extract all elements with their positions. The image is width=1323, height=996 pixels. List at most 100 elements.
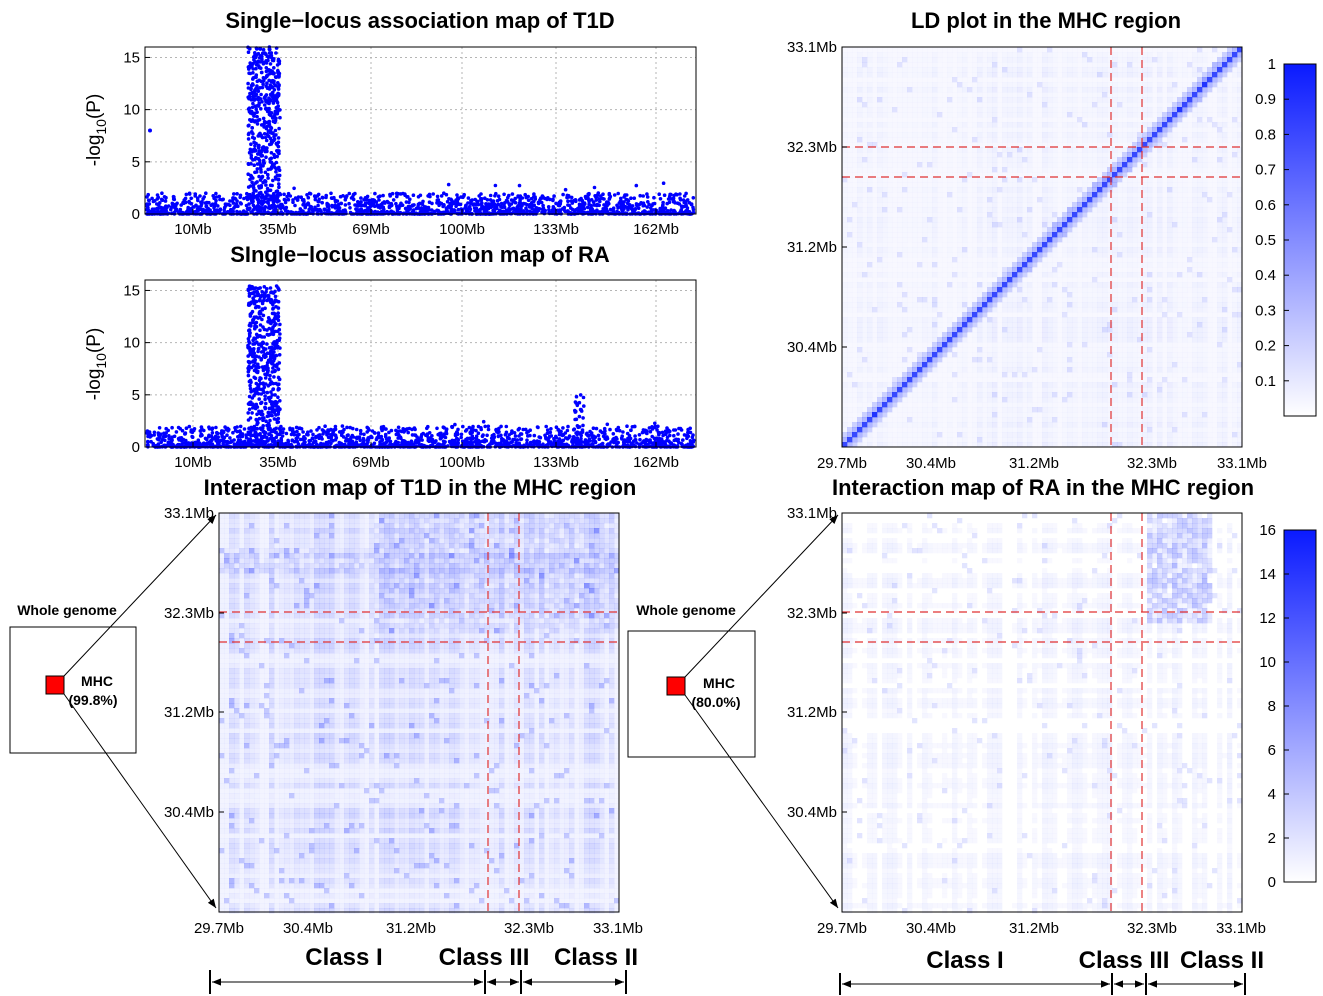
- heatmap-cell: [852, 72, 857, 77]
- heatmap-cell: [1047, 57, 1053, 63]
- heatmap-cell: [887, 72, 893, 78]
- snp-point: [686, 427, 690, 432]
- heatmap-cell: [1002, 52, 1008, 58]
- snp-point: [476, 424, 481, 429]
- snp-point: [343, 208, 347, 212]
- snp-point: [257, 65, 262, 70]
- snp-point: [261, 116, 266, 121]
- snp-point: [255, 167, 260, 171]
- snp-point: [267, 414, 271, 418]
- heatmap-cell: [1057, 72, 1062, 77]
- heatmap-cell: [1217, 62, 1223, 68]
- snp-point: [381, 424, 386, 429]
- snp-point: [615, 203, 619, 208]
- heatmap-cell: [1202, 67, 1208, 73]
- snp-point: [557, 432, 562, 437]
- snp-point: [246, 137, 251, 141]
- snp-point: [262, 298, 266, 303]
- heatmap-cell: [867, 47, 872, 52]
- snp-point: [177, 437, 182, 441]
- snp-point: [245, 191, 249, 196]
- heatmap-cell: [1092, 67, 1098, 73]
- snp-point: [167, 434, 171, 438]
- snp-point: [657, 192, 661, 196]
- snp-point: [464, 428, 469, 432]
- snp-point: [630, 425, 635, 429]
- snp-point: [402, 444, 407, 449]
- snp-point: [214, 425, 218, 430]
- snp-point: [513, 434, 518, 438]
- snp-point: [574, 431, 578, 435]
- heatmap-cell: [1162, 47, 1167, 52]
- heatmap-cell: [1027, 62, 1033, 68]
- snp-point: [260, 412, 265, 417]
- snp-point: [194, 203, 198, 208]
- snp-point: [187, 201, 192, 205]
- snp-point: [260, 341, 265, 345]
- snp-point: [159, 197, 164, 202]
- snp-point: [644, 430, 648, 435]
- snp-point: [277, 377, 282, 382]
- heatmap-cell: [1172, 67, 1178, 73]
- snp-point: [554, 201, 558, 206]
- snp-point: [267, 397, 272, 401]
- snp-point: [246, 124, 251, 128]
- heatmap-cell: [857, 67, 863, 73]
- snp-point: [230, 439, 234, 444]
- snp-point: [329, 434, 334, 439]
- snp-point: [231, 430, 235, 435]
- snp-point: [669, 441, 674, 445]
- snp-point: [270, 94, 274, 99]
- snp-point: [387, 204, 392, 209]
- heatmap-cell: [1012, 52, 1018, 58]
- heatmap-cell: [1042, 72, 1048, 78]
- snp-point: [265, 146, 269, 150]
- snp-point: [464, 204, 468, 208]
- snp-point: [419, 444, 423, 449]
- snp-point: [261, 366, 266, 370]
- snp-point: [208, 208, 212, 212]
- snp-point: [284, 431, 289, 436]
- snp-point: [587, 199, 591, 204]
- heatmap-cell: [1182, 57, 1188, 63]
- heatmap-cell: [1147, 62, 1153, 68]
- snp-point: [216, 204, 220, 208]
- snp-point: [247, 328, 252, 332]
- snp-point: [507, 208, 512, 212]
- heatmap-cell: [1112, 52, 1118, 58]
- snp-point: [246, 411, 250, 415]
- snp-point: [286, 197, 291, 202]
- snp-point: [528, 428, 532, 433]
- snp-point: [261, 416, 266, 420]
- snp-point: [380, 438, 384, 443]
- snp-point: [263, 352, 267, 357]
- heatmap-cell: [1002, 57, 1008, 63]
- snp-point: [680, 205, 684, 209]
- snp-point: [416, 441, 421, 445]
- snp-point: [247, 71, 251, 75]
- snp-point: [583, 438, 588, 442]
- x-tick-label: 69Mb: [352, 221, 390, 238]
- heatmap-cell: [937, 62, 942, 67]
- heatmap-cell: [997, 52, 1002, 57]
- snp-point: [574, 417, 579, 422]
- snp-point: [566, 424, 570, 429]
- snp-point: [248, 184, 253, 188]
- heatmap-cell: [927, 57, 933, 63]
- snp-point: [253, 60, 257, 64]
- snp-point: [259, 358, 264, 362]
- heatmap-cell: [942, 52, 947, 57]
- heatmap-cell: [1227, 52, 1233, 58]
- heatmap-cell: [1217, 57, 1223, 63]
- heatmap-cell: [1167, 57, 1173, 63]
- heatmap-cell: [1232, 57, 1238, 63]
- snp-point: [270, 400, 274, 404]
- heatmap-cell: [1102, 67, 1108, 73]
- heatmap-cell: [997, 72, 1002, 77]
- heatmap-cell: [1062, 67, 1068, 73]
- snp-point: [266, 410, 271, 415]
- heatmap-cell: [1202, 57, 1208, 63]
- heatmap-cell: [1012, 72, 1018, 78]
- heatmap-cell: [957, 67, 963, 73]
- x-tick-label: 35Mb: [259, 454, 297, 471]
